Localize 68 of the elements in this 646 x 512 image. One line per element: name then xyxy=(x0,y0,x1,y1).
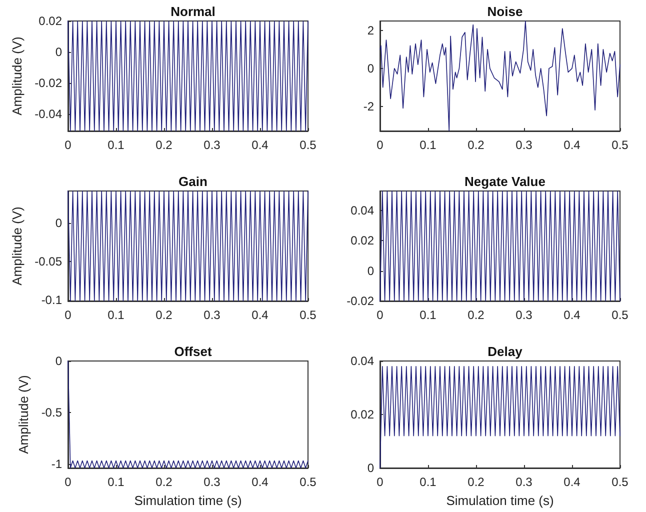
x-tick-label: 0.3 xyxy=(516,308,533,322)
y-tick-label: -0.05 xyxy=(34,254,62,268)
x-tick-label: 0 xyxy=(64,308,72,322)
y-tick-label: 0.04 xyxy=(350,204,374,218)
x-tick-label: 0.3 xyxy=(204,308,221,322)
x-tick-label: 0.5 xyxy=(300,308,317,322)
x-tick-label: 0 xyxy=(376,308,384,322)
x-tick-label: 0.4 xyxy=(252,308,269,322)
x-tick-label: 0.3 xyxy=(204,138,221,152)
x-tick-label: 0 xyxy=(376,138,384,152)
x-tick-label: 0.4 xyxy=(252,138,269,152)
x-tick-label: 0.4 xyxy=(564,308,581,322)
y-tick-label: -0.02 xyxy=(346,294,374,308)
x-tick-label: 0.2 xyxy=(156,138,173,152)
x-tick-label: 0.2 xyxy=(156,308,173,322)
x-tick-label: 0.2 xyxy=(156,475,173,489)
y-tick-label: 0 xyxy=(55,354,62,368)
y-axis-title: Amplitude (V) xyxy=(10,36,25,116)
x-tick-label: 0.1 xyxy=(420,475,437,489)
y-tick-label: 0 xyxy=(367,264,374,278)
x-axis-title: Simulation time (s) xyxy=(446,493,554,508)
x-tick-label: 0.1 xyxy=(108,475,125,489)
chart-title: Gain xyxy=(178,174,208,189)
x-tick-label: 0 xyxy=(64,138,72,152)
x-tick-label: 0.5 xyxy=(300,138,317,152)
x-tick-label: 0.4 xyxy=(564,475,581,489)
chart-title: Negate Value xyxy=(464,174,546,189)
x-tick-label: 0.3 xyxy=(516,138,533,152)
x-tick-label: 0.2 xyxy=(468,308,485,322)
x-tick-label: 0.5 xyxy=(612,308,629,322)
x-tick-label: 0 xyxy=(64,475,72,489)
x-tick-label: 0.4 xyxy=(564,138,581,152)
y-tick-label: 0.02 xyxy=(350,234,374,248)
line-series xyxy=(380,20,620,132)
y-tick-label: 0.02 xyxy=(38,14,62,28)
x-tick-label: 0.4 xyxy=(252,475,269,489)
x-tick-label: 0.1 xyxy=(108,138,125,152)
y-tick-label: 0 xyxy=(367,61,374,76)
x-axis-title: Simulation time (s) xyxy=(134,493,242,508)
chart-title: Noise xyxy=(487,4,523,19)
y-tick-label: -1 xyxy=(51,456,62,471)
y-tick-label: -0.1 xyxy=(41,293,62,308)
x-tick-label: 0 xyxy=(376,475,384,489)
y-axis-title: Amplitude (V) xyxy=(10,206,25,286)
y-axis-title: Amplitude (V) xyxy=(16,375,31,454)
x-tick-label: 0.5 xyxy=(612,475,629,489)
y-tick-label: 0 xyxy=(55,44,62,59)
x-tick-label: 0.1 xyxy=(420,308,437,322)
x-tick-label: 0.5 xyxy=(300,475,317,489)
chart-title: Delay xyxy=(488,344,524,359)
chart-title: Offset xyxy=(174,344,212,359)
y-tick-label: -2 xyxy=(363,99,374,114)
y-tick-label: 0 xyxy=(55,216,62,230)
y-tick-label: 0.04 xyxy=(350,354,374,368)
chart-title: Normal xyxy=(170,4,216,19)
y-tick-label: 0.02 xyxy=(350,408,374,422)
x-tick-label: 0.1 xyxy=(420,138,437,152)
x-tick-label: 0.3 xyxy=(516,475,533,489)
y-tick-label: 0 xyxy=(367,461,374,475)
x-tick-label: 0.2 xyxy=(468,138,485,152)
y-tick-label: 2 xyxy=(367,23,374,38)
x-tick-label: 0.2 xyxy=(468,475,485,489)
y-tick-label: -0.02 xyxy=(34,76,62,90)
x-tick-label: 0.5 xyxy=(612,138,629,152)
x-tick-label: 0.3 xyxy=(204,475,221,489)
y-tick-label: -0.5 xyxy=(41,405,62,420)
y-tick-label: -0.04 xyxy=(34,106,62,121)
x-tick-label: 0.1 xyxy=(108,308,125,322)
